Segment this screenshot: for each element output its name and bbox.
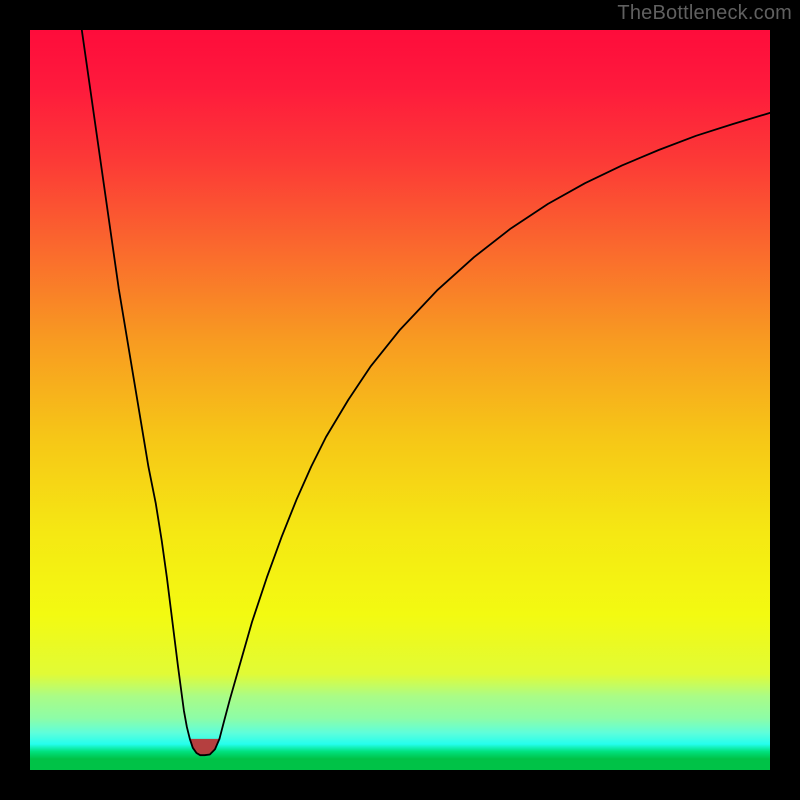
bottleneck-chart: [0, 0, 800, 800]
watermark-text: TheBottleneck.com: [617, 2, 792, 25]
chart-container: TheBottleneck.com: [0, 0, 800, 800]
